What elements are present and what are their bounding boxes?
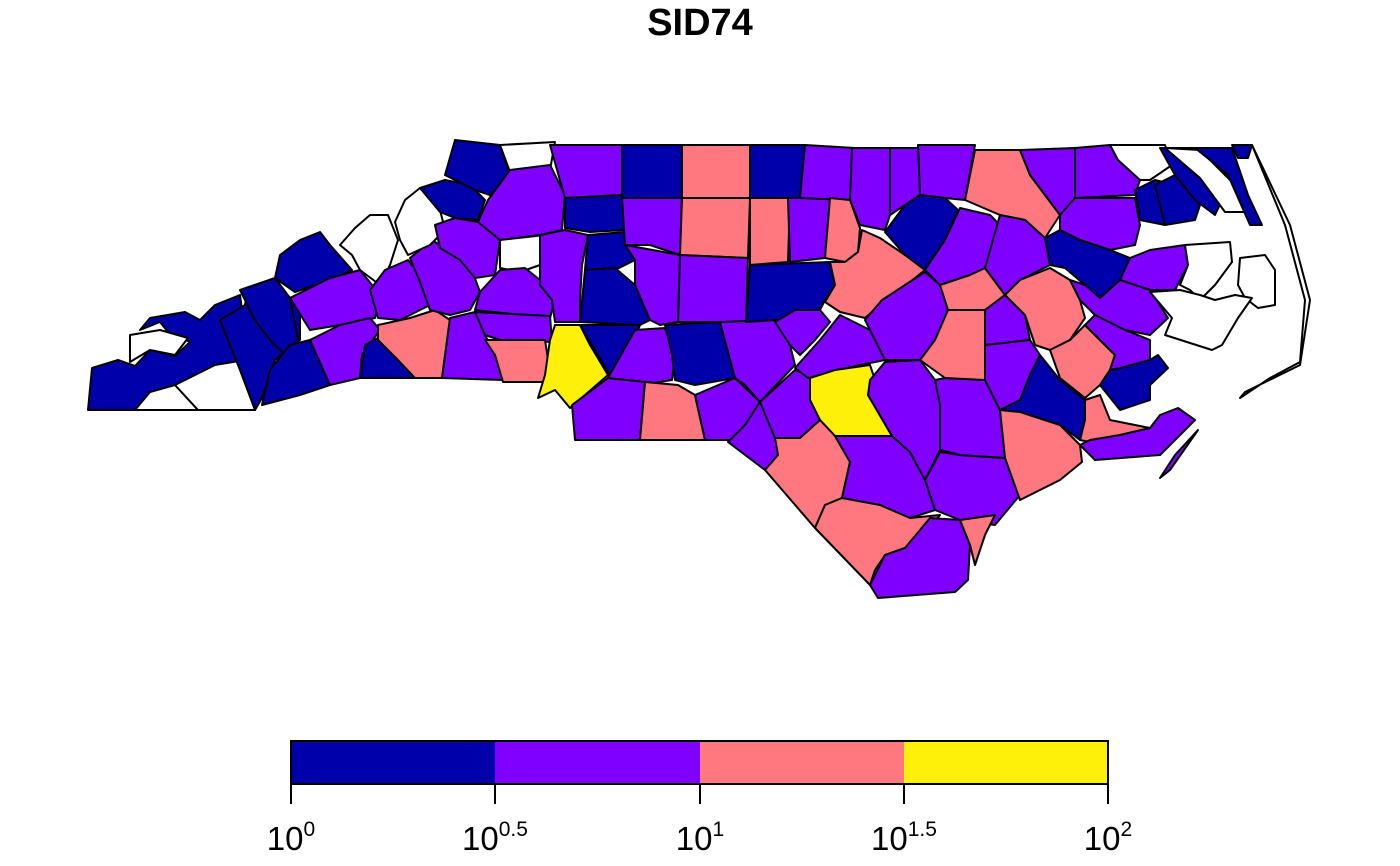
page-title: SID74 <box>647 2 753 44</box>
county <box>1099 354 1169 411</box>
county <box>1069 279 1169 336</box>
county <box>917 144 976 201</box>
county <box>787 197 831 263</box>
county <box>129 329 189 363</box>
legend-colorbar <box>290 740 1109 804</box>
county <box>749 144 806 199</box>
county <box>474 267 556 319</box>
county <box>681 144 751 199</box>
county <box>1194 147 1263 226</box>
county <box>984 294 1031 346</box>
legend-swatch <box>904 741 1108 784</box>
legend-tick-label: 101 <box>675 818 725 857</box>
legend-tick-label: 100 <box>266 818 316 857</box>
county <box>749 197 791 266</box>
county <box>621 197 683 256</box>
county <box>677 254 749 323</box>
county <box>584 231 636 271</box>
county <box>1154 174 1201 226</box>
county <box>959 514 996 566</box>
county <box>539 229 589 323</box>
county <box>774 309 831 356</box>
county <box>679 197 751 259</box>
legend-tick-label: 101.5 <box>871 818 937 857</box>
county-layer <box>87 139 1311 599</box>
county <box>499 234 546 273</box>
county <box>571 377 646 441</box>
county <box>1237 254 1276 309</box>
county <box>1079 407 1196 461</box>
county <box>1149 289 1253 351</box>
county <box>1231 144 1253 159</box>
county <box>564 194 626 233</box>
legend-swatch <box>495 741 700 784</box>
county <box>1239 144 1311 399</box>
legend-swatch <box>700 741 904 784</box>
county <box>1004 267 1086 351</box>
legend-tick-label: 100.5 <box>462 818 528 857</box>
county <box>1109 144 1173 181</box>
county <box>799 144 856 201</box>
county <box>419 179 486 221</box>
county <box>639 381 706 441</box>
county <box>339 214 399 286</box>
county <box>1159 429 1199 479</box>
legend-tick-label: 102 <box>1083 818 1133 857</box>
legend-swatch <box>291 741 495 784</box>
county <box>621 144 683 199</box>
